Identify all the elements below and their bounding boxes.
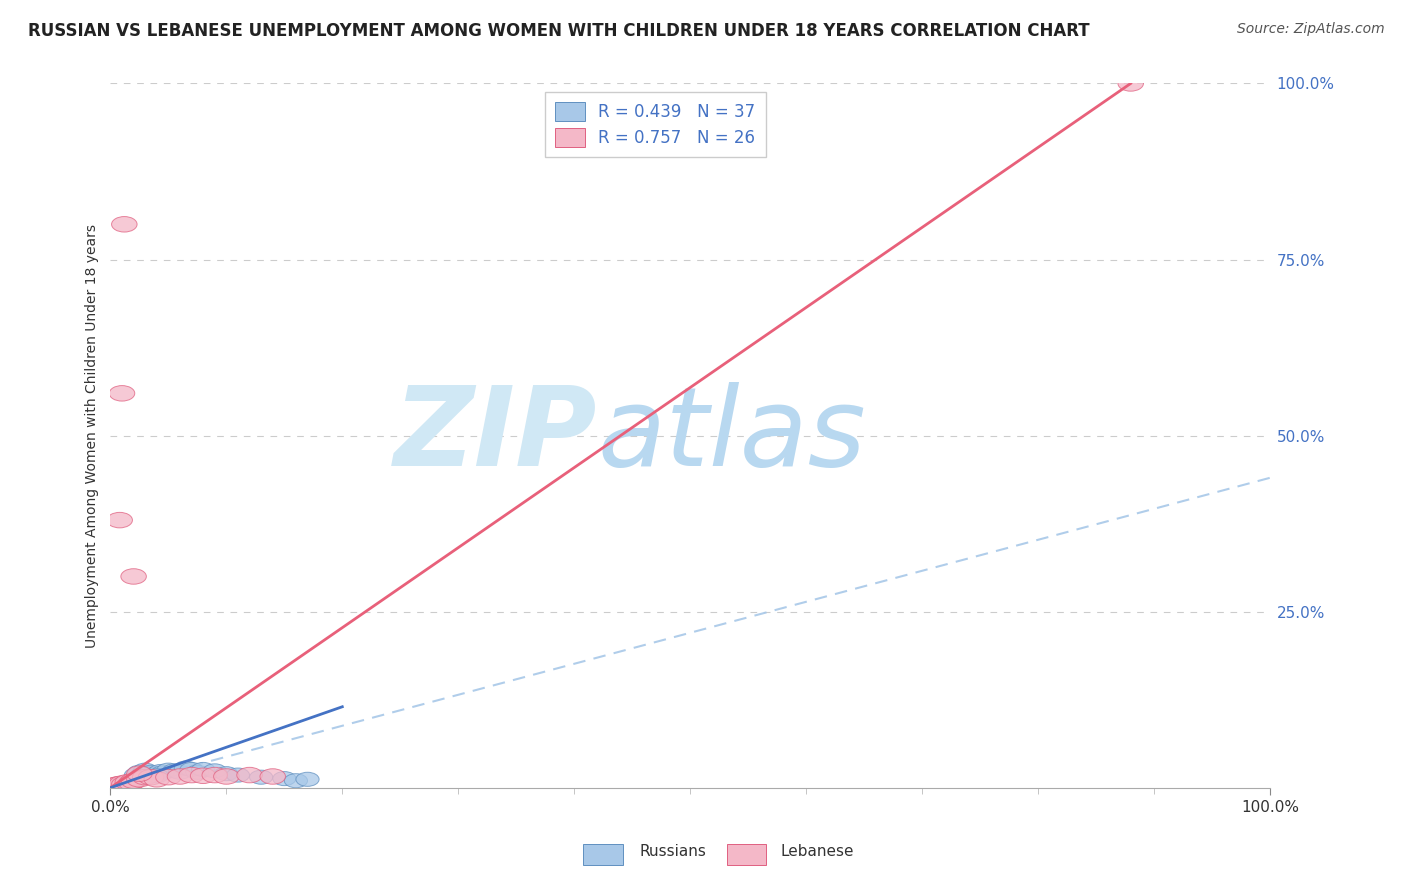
Ellipse shape <box>127 772 152 787</box>
Ellipse shape <box>114 776 136 790</box>
Ellipse shape <box>134 763 157 777</box>
Ellipse shape <box>101 778 127 793</box>
Ellipse shape <box>167 769 193 784</box>
Ellipse shape <box>111 776 136 792</box>
Ellipse shape <box>122 772 145 787</box>
Ellipse shape <box>236 767 263 783</box>
Ellipse shape <box>120 775 143 789</box>
Ellipse shape <box>150 766 174 780</box>
Ellipse shape <box>104 779 128 793</box>
Ellipse shape <box>128 765 150 780</box>
Ellipse shape <box>112 778 136 792</box>
Text: Russians: Russians <box>640 845 707 859</box>
Ellipse shape <box>260 769 285 784</box>
Ellipse shape <box>202 767 228 783</box>
Ellipse shape <box>143 772 170 787</box>
Ellipse shape <box>117 776 139 790</box>
Ellipse shape <box>136 766 159 780</box>
Legend: R = 0.439   N = 37, R = 0.757   N = 26: R = 0.439 N = 37, R = 0.757 N = 26 <box>546 92 765 157</box>
Ellipse shape <box>1118 76 1143 91</box>
Ellipse shape <box>111 217 136 232</box>
Ellipse shape <box>138 770 163 785</box>
Ellipse shape <box>104 777 129 793</box>
Ellipse shape <box>149 764 172 779</box>
Ellipse shape <box>110 385 135 401</box>
Ellipse shape <box>115 774 141 790</box>
Ellipse shape <box>174 761 197 775</box>
Text: RUSSIAN VS LEBANESE UNEMPLOYMENT AMONG WOMEN WITH CHILDREN UNDER 18 YEARS CORREL: RUSSIAN VS LEBANESE UNEMPLOYMENT AMONG W… <box>28 22 1090 40</box>
Text: Source: ZipAtlas.com: Source: ZipAtlas.com <box>1237 22 1385 37</box>
Ellipse shape <box>273 772 295 786</box>
Ellipse shape <box>202 764 226 778</box>
Ellipse shape <box>143 768 166 782</box>
Ellipse shape <box>215 766 238 780</box>
Ellipse shape <box>117 777 141 791</box>
Ellipse shape <box>110 776 135 791</box>
Ellipse shape <box>191 763 215 776</box>
Ellipse shape <box>179 767 204 783</box>
Ellipse shape <box>122 773 145 788</box>
Ellipse shape <box>110 779 132 793</box>
Ellipse shape <box>107 512 132 528</box>
Ellipse shape <box>127 766 152 781</box>
Ellipse shape <box>103 780 125 793</box>
Ellipse shape <box>121 569 146 584</box>
Ellipse shape <box>190 768 217 783</box>
Ellipse shape <box>169 765 191 780</box>
Ellipse shape <box>295 772 319 787</box>
Ellipse shape <box>121 773 146 789</box>
Ellipse shape <box>145 766 169 780</box>
Ellipse shape <box>139 765 163 780</box>
Ellipse shape <box>145 769 169 783</box>
Ellipse shape <box>249 770 273 784</box>
Ellipse shape <box>124 768 148 782</box>
Ellipse shape <box>180 763 202 776</box>
Ellipse shape <box>163 764 186 778</box>
Y-axis label: Unemployment Among Women with Children Under 18 years: Unemployment Among Women with Children U… <box>86 224 100 648</box>
Ellipse shape <box>111 777 134 791</box>
Ellipse shape <box>226 768 249 782</box>
Text: atlas: atlas <box>598 382 866 489</box>
Ellipse shape <box>118 775 143 790</box>
Ellipse shape <box>107 778 131 792</box>
Ellipse shape <box>105 776 131 792</box>
Ellipse shape <box>157 763 180 777</box>
Ellipse shape <box>131 766 155 780</box>
Text: ZIP: ZIP <box>394 382 598 489</box>
Ellipse shape <box>214 769 239 784</box>
Ellipse shape <box>284 773 308 788</box>
Text: Lebanese: Lebanese <box>780 845 853 859</box>
Ellipse shape <box>186 765 209 780</box>
Ellipse shape <box>132 770 157 785</box>
Ellipse shape <box>156 770 181 785</box>
